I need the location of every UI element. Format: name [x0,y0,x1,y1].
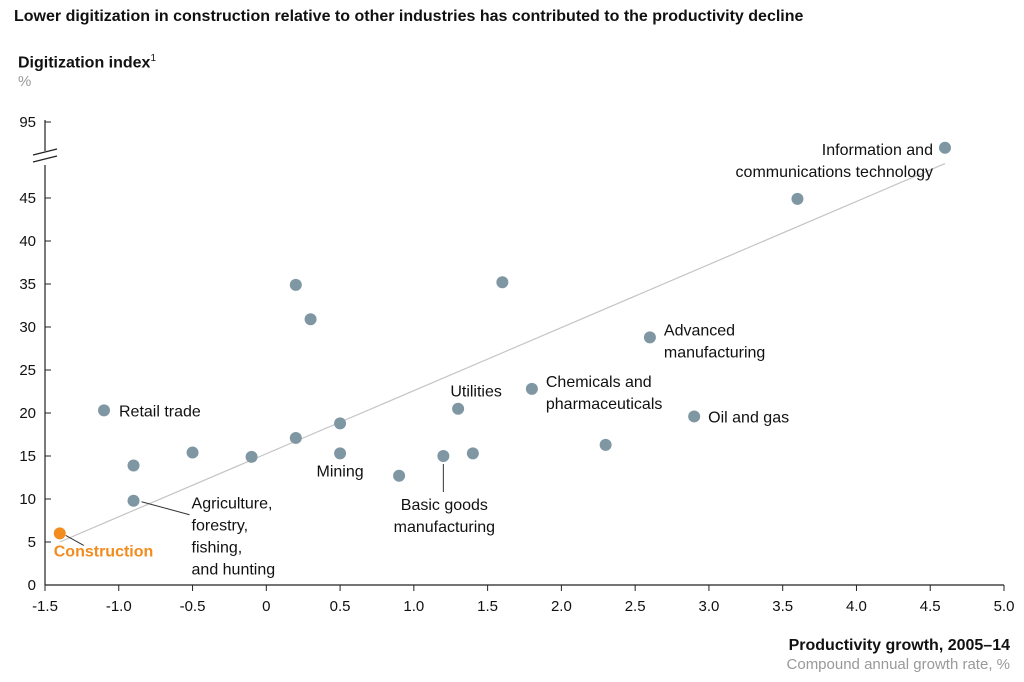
data-point [466,447,479,460]
data-label-line: Retail trade [119,403,201,420]
data-label: Construction [54,543,154,560]
x-tick-label: 1.5 [477,598,498,615]
y-tick-label: 25 [19,362,36,379]
data-point [496,276,509,289]
data-label-line: communications technology [736,164,933,181]
x-tick-label: 2.5 [625,598,646,615]
y-axis-footnote: 1 [150,53,157,64]
data-label-line: Basic goods [401,497,488,514]
data-point [599,438,612,451]
y-tick-label: 40 [19,233,36,250]
data-label-line: pharmaceuticals [546,396,663,413]
data-point [245,450,258,463]
data-label-line: forestry, [192,518,249,535]
data-point [98,404,111,417]
x-tick-label: 0 [262,598,270,615]
x-tick-label: 4.0 [846,598,867,615]
data-point [791,192,804,205]
data-point [643,331,656,344]
y-axis-label-text: Digitization index [18,54,151,72]
data-label: Basic goods manufacturing [394,497,495,536]
data-label: Oil and gas [708,409,789,426]
y-tick-label: 35 [19,276,36,293]
x-tick-label: 5.0 [994,598,1015,615]
y-tick-label: 15 [19,448,36,465]
data-label-line: Agriculture, [192,496,273,513]
x-tick-label: -0.5 [180,598,206,615]
data-label-line: Utilities [450,384,502,401]
data-label: Utilities [450,384,502,401]
x-axis-unit: Compound annual growth rate, % [786,656,1010,673]
data-point [127,459,140,472]
x-tick-label: 3.0 [698,598,719,615]
data-label: Information and communications technology [736,142,933,181]
data-point [53,527,66,540]
x-tick-label: 2.0 [551,598,572,615]
data-label: Mining [317,463,364,480]
data-point [452,402,465,415]
data-label: Agriculture, forestry, fishing, and hunting [192,496,276,579]
y-tick-label: 10 [19,491,36,508]
x-axis-label: Productivity growth, 2005–14 [788,637,1010,654]
data-point [393,469,406,482]
x-tick-label: 1.0 [403,598,424,615]
data-point [334,417,347,430]
data-label-line: Oil and gas [708,409,789,426]
label-leader-line [141,501,190,516]
axis-break-mark [32,148,58,156]
data-label-line: manufacturing [394,519,495,536]
data-point [938,141,951,154]
y-tick-label: 0 [28,577,36,594]
data-label-line: Mining [317,463,364,480]
data-point [289,431,302,444]
y-tick-label: 5 [28,534,36,551]
data-point [525,382,538,395]
data-label: Chemicals and pharmaceuticals [546,374,663,413]
label-leader-line [65,534,84,546]
data-point [437,450,450,462]
data-point [688,410,701,423]
y-tick-label: 95 [19,114,36,131]
y-tick-label: 20 [19,405,36,422]
y-axis-unit: % [18,73,32,90]
data-point [186,446,199,459]
trend-line [59,163,946,543]
data-label: Retail trade [119,403,201,420]
x-tick-label: 3.5 [772,598,793,615]
data-label-line: manufacturing [664,344,765,361]
x-tick-label: 0.5 [330,598,351,615]
data-label-line: fishing, [192,540,243,557]
x-tick-label: 4.5 [920,598,941,615]
chart-title: Lower digitization in construction relat… [14,8,804,25]
data-point [127,494,140,507]
y-axis-label: Digitization index1 [18,53,156,72]
data-label-line: Information and [822,142,933,159]
data-label-line: Construction [54,543,154,560]
data-point [289,278,302,291]
data-label-line: Chemicals and [546,374,652,391]
x-tick-label: -1.5 [32,598,58,615]
y-tick-label: 30 [19,319,36,336]
data-label-line: Advanced [664,322,735,339]
data-label: Advanced manufacturing [664,322,765,361]
axis-break-mark [32,155,58,163]
y-tick-label: 45 [19,190,36,207]
data-label-line: and hunting [192,562,276,579]
x-tick-label: -1.0 [106,598,132,615]
data-point [304,313,317,326]
data-point [334,447,347,460]
